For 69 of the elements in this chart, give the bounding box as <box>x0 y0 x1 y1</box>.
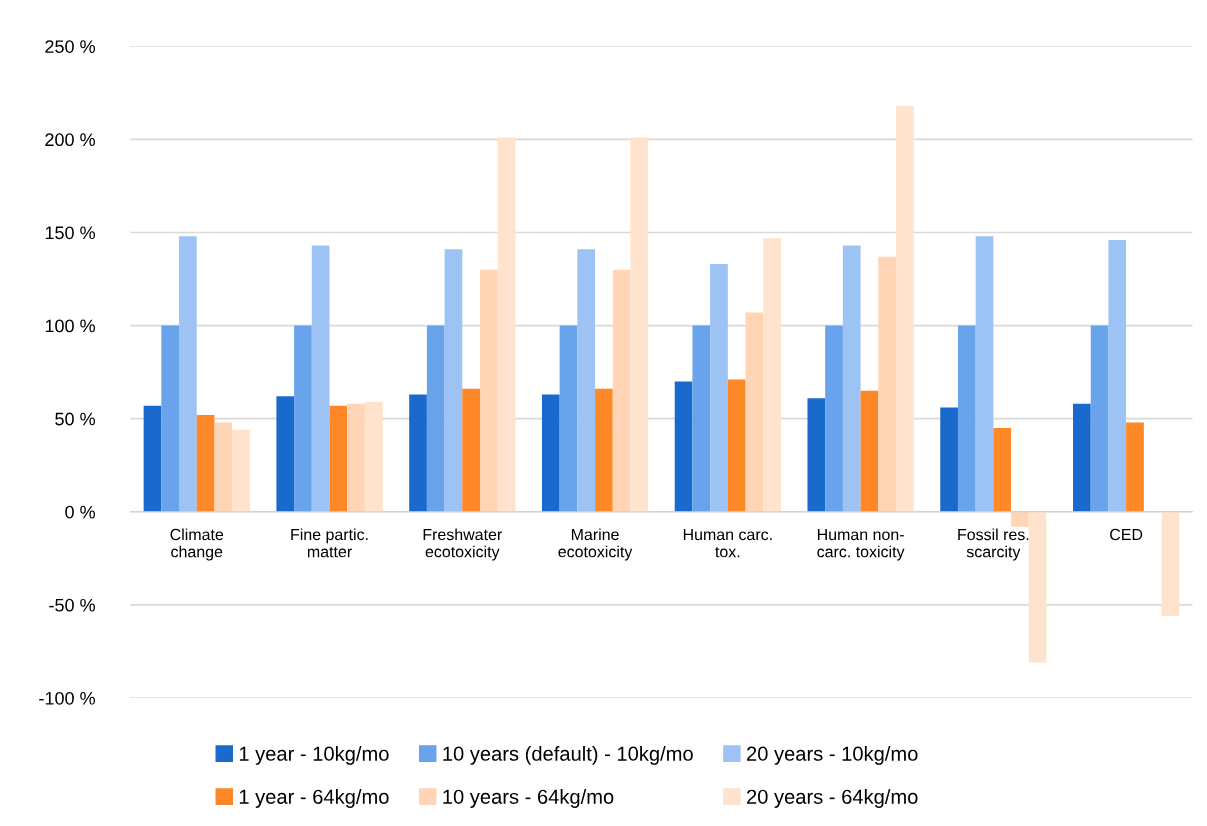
y-tick-label: 250 % <box>45 40 95 53</box>
x-tick-label: Human non- carc. toxicity <box>817 529 905 561</box>
y-tick-label: 200 % <box>45 133 95 147</box>
bar <box>143 405 162 512</box>
bar <box>710 264 728 512</box>
bar <box>940 407 958 512</box>
bar <box>462 388 480 512</box>
legend-label: 1 year - 10kg/mo <box>239 746 389 765</box>
y-tick-label: -50 % <box>49 598 95 612</box>
bar <box>1126 422 1144 512</box>
bar <box>993 427 1012 512</box>
x-tick-label: Human carc. tox. <box>683 529 772 558</box>
y-tick-label: 0 % <box>65 505 95 519</box>
bar <box>595 388 613 512</box>
bar <box>276 396 295 512</box>
bar <box>896 105 914 512</box>
y-tick-label: 50 % <box>55 412 95 426</box>
bar <box>311 245 330 512</box>
x-tick-label: CED <box>1110 528 1143 541</box>
legend-label: 20 years - 10kg/mo <box>747 746 918 765</box>
bar <box>957 325 976 512</box>
bar <box>444 249 463 512</box>
bar <box>745 312 764 512</box>
bar <box>878 256 896 512</box>
bar <box>975 236 994 512</box>
legend-label: 10 years (default) - 10kg/mo <box>443 746 693 765</box>
bar <box>479 269 498 512</box>
legend-label: 20 years - 64kg/mo <box>747 789 918 808</box>
bar <box>196 414 215 512</box>
bar <box>364 401 383 512</box>
bar <box>179 236 197 512</box>
bar <box>842 245 861 512</box>
legend-label: 1 year - 64kg/mo <box>239 789 389 808</box>
bar <box>860 390 879 512</box>
bar <box>612 269 631 512</box>
x-tick-label: Fossil res. scarcity <box>958 528 1029 561</box>
bar <box>825 325 843 512</box>
x-tick-label: Marine ecotoxicity <box>558 528 633 561</box>
bar <box>347 403 365 512</box>
y-tick-label: -100 % <box>39 691 95 705</box>
y-tick-label: 100 % <box>45 319 95 333</box>
bar <box>559 325 578 512</box>
bar <box>674 381 693 512</box>
bar <box>630 137 649 512</box>
bar <box>1090 325 1109 512</box>
bar <box>1028 511 1047 663</box>
bar <box>577 249 596 512</box>
bar <box>541 394 560 512</box>
x-tick-label: Fine partic. matter <box>291 528 368 558</box>
bar <box>161 325 180 512</box>
bar <box>214 422 233 512</box>
x-tick-label: Climate change <box>170 528 224 561</box>
bar <box>409 394 427 512</box>
bar <box>294 325 312 512</box>
bar <box>1011 511 1029 527</box>
bar <box>329 405 348 512</box>
bar <box>763 238 781 512</box>
bar <box>727 379 746 512</box>
bar <box>1108 239 1127 512</box>
bar <box>807 398 826 512</box>
legend-label: 10 years - 64kg/mo <box>443 789 614 808</box>
y-tick-label: 150 % <box>45 226 95 240</box>
bar <box>1073 403 1091 512</box>
bar <box>232 429 250 512</box>
bar <box>426 325 445 512</box>
x-tick-label: Freshwater ecotoxicity <box>423 528 502 561</box>
bar <box>497 137 516 512</box>
bar <box>692 325 711 512</box>
bar <box>1161 511 1180 617</box>
